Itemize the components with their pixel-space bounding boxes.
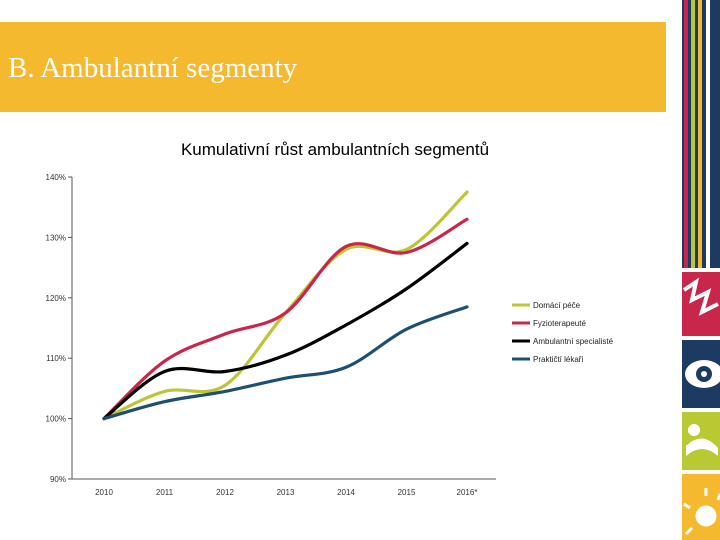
legend-label: Fyzioterapeuté bbox=[533, 319, 586, 328]
series-line-0 bbox=[102, 190, 469, 421]
x-tick-label: 2015 bbox=[398, 488, 416, 497]
series-lines bbox=[102, 190, 469, 421]
legend-label: Domácí péče bbox=[533, 301, 581, 310]
y-tick-label: 120% bbox=[46, 294, 66, 303]
y-tick-label: 100% bbox=[46, 415, 66, 424]
x-tick-label: 2010 bbox=[95, 488, 113, 497]
legend-label: Ambulantní specialisté bbox=[533, 337, 614, 346]
x-tick-label: 2016* bbox=[457, 488, 478, 497]
y-tick-labels: 90% 100% 110% 120% 130% 140% bbox=[46, 173, 72, 484]
x-tick-label: 2013 bbox=[277, 488, 295, 497]
y-tick-label: 140% bbox=[46, 173, 66, 182]
strip-stripes bbox=[684, 0, 710, 268]
chart-title: Kumulativní růst ambulantních segmentů bbox=[180, 140, 490, 159]
series-line-1 bbox=[102, 217, 469, 421]
y-tick-label: 90% bbox=[50, 475, 66, 484]
x-tick-label: 2014 bbox=[337, 488, 355, 497]
zigzag-icon bbox=[682, 277, 719, 316]
legend: Domácí péče Fyzioterapeuté Ambulantní spec… bbox=[512, 301, 614, 364]
eye-icon bbox=[685, 360, 720, 388]
slide-title: B. Ambulantní segmenty bbox=[8, 52, 298, 84]
title-banner: B. Ambulantní segmenty bbox=[0, 22, 666, 112]
line-chart: 90% 100% 110% 120% 130% 140% 2010 2011 2012 2013… bbox=[46, 173, 614, 497]
series-line-2 bbox=[102, 241, 469, 421]
x-tick-label: 2012 bbox=[216, 488, 234, 497]
y-tick-label: 110% bbox=[46, 354, 66, 363]
x-tick-labels: 2010 2011 2012 2013 2014 2015 2016* bbox=[95, 488, 477, 497]
x-tick-label: 2011 bbox=[156, 488, 174, 497]
legend-label: Praktičtí lékaři bbox=[533, 355, 583, 364]
series-line-3 bbox=[102, 305, 469, 421]
person-icon bbox=[686, 424, 718, 456]
sun-icon bbox=[683, 488, 720, 536]
decorative-logo-strip bbox=[682, 0, 720, 540]
y-tick-label: 130% bbox=[46, 233, 66, 242]
